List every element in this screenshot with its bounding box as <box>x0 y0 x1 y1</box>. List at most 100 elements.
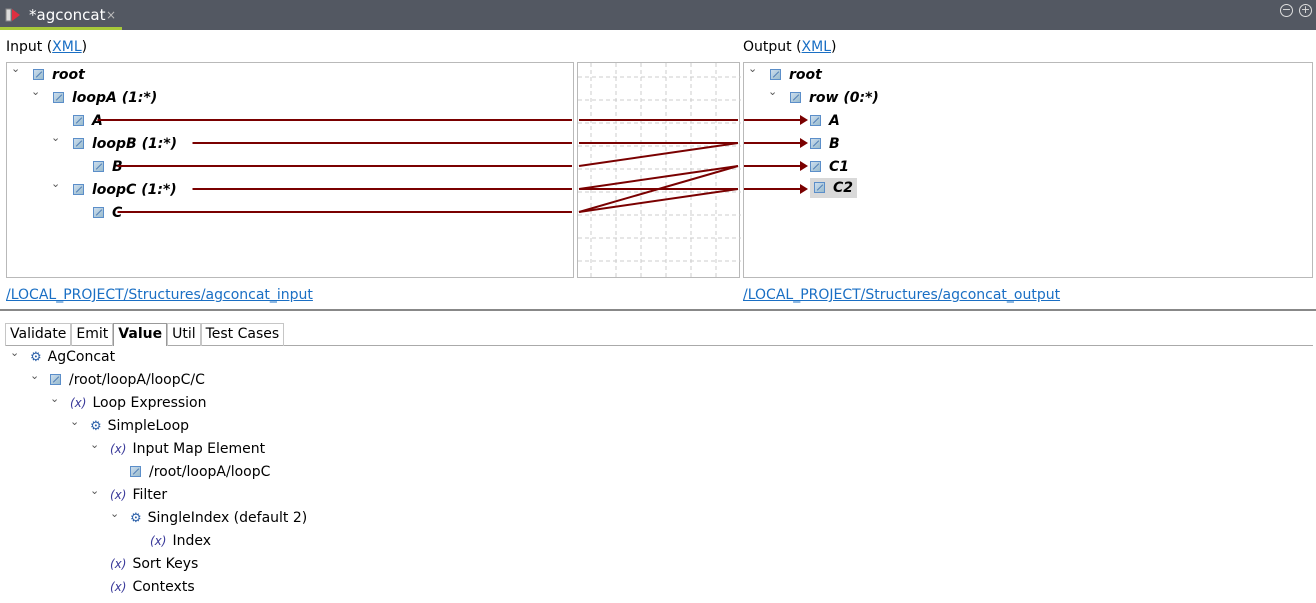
close-icon[interactable]: × <box>106 8 117 22</box>
element-icon <box>810 138 821 149</box>
tree-node-content: C2 <box>810 178 858 198</box>
editor-tab-bar: *agconcat × − + <box>0 0 1316 30</box>
tree-node-label: A <box>829 113 840 129</box>
output-xml-link[interactable]: XML <box>801 39 832 55</box>
tree-node-content: loopC (1:*) <box>73 182 177 198</box>
input-tree[interactable]: ⌄ root ⌄ loopA (1:*) A ⌄ loopB (1:*) B ⌄ loopC (1… <box>6 62 574 278</box>
element-icon <box>810 115 821 126</box>
tree-node-content: (x) Loop Expression <box>70 395 207 411</box>
tree-node-label: AgConcat <box>47 349 116 365</box>
element-icon <box>73 115 84 126</box>
element-icon <box>814 182 825 193</box>
tree-node-content: A <box>73 113 103 129</box>
output-tree[interactable]: ⌄ root ⌄ row (0:*) A B C1 C2 <box>743 62 1313 278</box>
chevron-down-icon[interactable]: ⌄ <box>768 85 778 98</box>
tree-node-content: (x) Sort Keys <box>110 556 198 572</box>
element-icon <box>93 161 104 172</box>
element-icon <box>770 69 781 80</box>
tree-node-content: C <box>93 205 122 221</box>
tree-node-label: root <box>52 67 85 83</box>
tree-node-content: B <box>810 136 840 152</box>
input-xml-link[interactable]: XML <box>52 39 82 55</box>
element-icon <box>810 161 821 172</box>
tree-node-label: row (0:*) <box>809 90 879 106</box>
tree-node-label: loopB (1:*) <box>92 136 178 152</box>
chevron-down-icon[interactable]: ⌄ <box>110 507 120 520</box>
tree-node-content: (x) Input Map Element <box>110 441 265 457</box>
tree-node-content: loopB (1:*) <box>73 136 177 152</box>
tree-node-label: Filter <box>132 487 168 503</box>
tab-test-cases[interactable]: Test Cases <box>200 323 285 346</box>
tree-node-label: C <box>112 205 123 221</box>
tree-node-label: SimpleLoop <box>107 418 190 434</box>
tree-node-label: A <box>92 113 103 129</box>
tree-node-content: (x) Contexts <box>110 579 195 595</box>
editor-tab-title: *agconcat <box>29 6 106 24</box>
tree-node-label: Sort Keys <box>132 556 199 572</box>
minimize-button[interactable]: − <box>1280 3 1293 17</box>
variable-icon: (x) <box>110 557 127 571</box>
tree-node-content: (x) Filter <box>110 487 167 503</box>
editor-tab[interactable]: *agconcat × <box>0 0 122 30</box>
output-structure-path-link[interactable]: /LOCAL_PROJECT/Structures/agconcat_outpu… <box>743 287 1061 303</box>
tree-node-content: A <box>810 113 840 129</box>
tree-node-label: loopA (1:*) <box>72 90 158 106</box>
element-icon <box>130 466 141 477</box>
chevron-down-icon[interactable]: ⌄ <box>31 85 41 98</box>
input-label: Input (XML) <box>6 39 88 55</box>
tree-node-label: SingleIndex (default 2) <box>147 510 308 526</box>
variable-icon: (x) <box>150 534 167 548</box>
variable-icon: (x) <box>110 488 127 502</box>
chevron-down-icon[interactable]: ⌄ <box>70 415 80 428</box>
chevron-down-icon[interactable]: ⌄ <box>30 369 40 382</box>
tab-util[interactable]: Util <box>167 323 201 346</box>
tree-node-content: /root/loopA/loopC/C <box>50 372 205 388</box>
element-icon <box>790 92 801 103</box>
splitter[interactable] <box>0 309 1316 311</box>
chevron-down-icon[interactable]: ⌄ <box>51 131 61 144</box>
tree-node-label: C2 <box>833 180 854 196</box>
element-icon <box>93 207 104 218</box>
maximize-button[interactable]: + <box>1299 3 1312 17</box>
tree-node-content: (x) Index <box>150 533 211 549</box>
mapping-canvas[interactable] <box>577 62 741 279</box>
chevron-down-icon[interactable]: ⌄ <box>90 438 100 451</box>
tree-node-content: ⚙ SingleIndex (default 2) <box>130 510 307 526</box>
variable-icon: (x) <box>110 580 127 594</box>
output-label: Output (XML) <box>743 39 837 55</box>
tree-node-label: Contexts <box>132 579 195 595</box>
tab-emit[interactable]: Emit <box>71 323 114 346</box>
tree-node-label: B <box>829 136 840 152</box>
tree-node-label: B <box>112 159 123 175</box>
tree-node-content: C1 <box>810 159 849 175</box>
tree-node-content: ⚙ AgConcat <box>30 349 115 365</box>
element-icon <box>73 138 84 149</box>
tree-node-content: B <box>93 159 123 175</box>
gear-icon: ⚙ <box>130 511 142 526</box>
variable-icon: (x) <box>110 442 127 456</box>
map-file-icon <box>5 8 20 22</box>
tab-validate[interactable]: Validate <box>5 323 72 346</box>
bottom-tabs: Validate Emit Value Util Test Cases <box>5 323 1313 346</box>
gear-icon: ⚙ <box>90 419 102 434</box>
tree-node-label: /root/loopA/loopC/C <box>69 372 205 388</box>
input-structure-path-link[interactable]: /LOCAL_PROJECT/Structures/agconcat_input <box>6 287 313 303</box>
variable-icon: (x) <box>70 396 87 410</box>
tree-node-label: root <box>789 67 822 83</box>
tab-value[interactable]: Value <box>113 323 168 346</box>
chevron-down-icon[interactable]: ⌄ <box>748 62 758 75</box>
chevron-down-icon[interactable]: ⌄ <box>51 177 61 190</box>
tree-node-content: row (0:*) <box>790 90 879 106</box>
tree-node-content: ⚙ SimpleLoop <box>90 418 189 434</box>
chevron-down-icon[interactable]: ⌄ <box>90 484 100 497</box>
chevron-down-icon[interactable]: ⌄ <box>10 346 20 359</box>
tree-node-label: /root/loopA/loopC <box>149 464 271 480</box>
chevron-down-icon[interactable]: ⌄ <box>50 392 60 405</box>
tree-node-label: Loop Expression <box>92 395 207 411</box>
element-icon <box>50 374 61 385</box>
tree-node-label: C1 <box>829 159 850 175</box>
element-icon <box>73 184 84 195</box>
gear-icon: ⚙ <box>30 350 42 365</box>
chevron-down-icon[interactable]: ⌄ <box>11 62 21 75</box>
tree-node-content: loopA (1:*) <box>53 90 157 106</box>
